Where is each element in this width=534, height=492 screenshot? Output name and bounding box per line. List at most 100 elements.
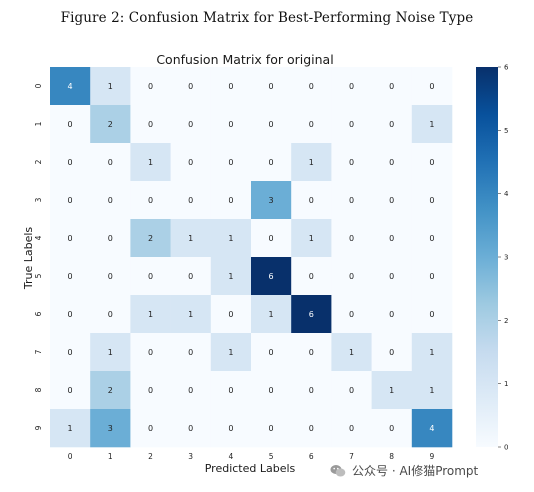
watermark-text: 公众号 · AI修猫Prompt [352, 464, 479, 478]
heatmap-cell-r5-c6 [291, 257, 332, 296]
heatmap-cell-r5-c4 [210, 257, 252, 296]
cell-value-label: 0 [68, 348, 73, 357]
heatmap-cell-r9-c4 [210, 409, 252, 448]
cell-value-label: 0 [228, 196, 233, 205]
cell-value-label: 0 [108, 234, 113, 243]
heatmap-cell-r9-c9 [411, 409, 453, 448]
cell-value-label: 0 [228, 310, 233, 319]
cell-value-label: 0 [389, 348, 394, 357]
heatmap-cell-r1-c0 [50, 105, 91, 144]
heatmap-cell-r2-c6 [291, 143, 332, 182]
cell-value-label: 0 [188, 348, 193, 357]
heatmap-cell-r3-c9 [411, 181, 453, 220]
heatmap-cell-r4-c9 [411, 219, 453, 258]
cell-value-label: 1 [429, 348, 434, 357]
watermark: 公众号 · AI修猫Prompt [330, 462, 478, 479]
cell-value-label: 1 [228, 348, 233, 357]
heatmap-cell-r5-c8 [371, 257, 413, 296]
cell-value-label: 0 [389, 310, 394, 319]
heatmap-cell-r6-c4 [210, 295, 252, 334]
wechat-icon [330, 464, 346, 476]
cell-value-label: 0 [309, 196, 314, 205]
cell-value-label: 0 [349, 196, 354, 205]
colorbar-ticks: 0 1 2 3 4 5 6 [498, 64, 509, 452]
heatmap-cell-r0-c0 [50, 67, 91, 106]
heatmap-cell-r6-c3 [170, 295, 212, 334]
colorbar-tick-label: 4 [504, 190, 509, 198]
cell-value-label: 1 [269, 310, 274, 319]
cell-value-label: 0 [68, 310, 73, 319]
heatmap-cell-r9-c2 [130, 409, 171, 448]
cell-value-label: 0 [188, 158, 193, 167]
heatmap-cell-r0-c5 [251, 67, 292, 106]
heatmap-cell-r2-c5 [251, 143, 292, 182]
colorbar-tick-label: 5 [504, 127, 508, 135]
heatmap-cell-r7-c9 [411, 333, 453, 372]
cell-value-label: 0 [108, 158, 113, 167]
cell-value-label: 0 [228, 120, 233, 129]
y-tick-label: 1 [34, 121, 43, 126]
y-tick-label: 0 [34, 83, 43, 88]
cell-value-label: 1 [108, 348, 113, 357]
heatmap-cell-r4-c6 [291, 219, 332, 258]
heatmap-cell-r9-c1 [90, 409, 131, 448]
cell-value-label: 1 [389, 386, 394, 395]
y-tick-label: 3 [34, 197, 43, 202]
cell-value-label: 0 [148, 272, 153, 281]
heatmap-cell-r3-c6 [291, 181, 332, 220]
y-axis-label: True Labels [22, 227, 35, 291]
heatmap-cell-r5-c5 [251, 257, 292, 296]
cell-value-label: 0 [309, 120, 314, 129]
heatmap-cell-r8-c6 [291, 371, 332, 410]
heatmap-cell-r4-c1 [90, 219, 131, 258]
heatmap-cell-r7-c5 [251, 333, 292, 372]
cell-value-label: 0 [389, 424, 394, 433]
colorbar [476, 67, 498, 447]
cell-value-label: 0 [349, 386, 354, 395]
x-axis-label: Predicted Labels [205, 462, 296, 475]
cell-value-label: 1 [148, 310, 153, 319]
heatmap-cell-r6-c0 [50, 295, 91, 334]
cell-value-label: 0 [349, 310, 354, 319]
heatmap-cell-r2-c4 [210, 143, 252, 182]
cell-value-label: 0 [148, 424, 153, 433]
cell-value-label: 0 [68, 196, 73, 205]
cell-value-label: 0 [349, 120, 354, 129]
cell-value-label: 0 [148, 82, 153, 91]
colorbar-tick-label: 6 [504, 64, 509, 72]
heatmap-cell-r7-c2 [130, 333, 171, 372]
heatmap-cell-r2-c1 [90, 143, 131, 182]
heatmap-cell-r4-c7 [331, 219, 372, 258]
x-tick-label: 6 [309, 452, 314, 461]
heatmap-cell-r8-c8 [371, 371, 413, 410]
heatmap-cell-r0-c6 [291, 67, 332, 106]
cell-value-label: 1 [429, 386, 434, 395]
cell-value-label: 0 [188, 424, 193, 433]
heatmap-cell-r6-c8 [371, 295, 413, 334]
cell-value-label: 0 [429, 158, 434, 167]
cell-value-label: 0 [228, 82, 233, 91]
heatmap-cell-r0-c8 [371, 67, 413, 106]
cell-value-label: 0 [228, 386, 233, 395]
heatmap-cell-r6-c1 [90, 295, 131, 334]
cell-value-label: 0 [269, 82, 274, 91]
heatmap-cell-r0-c9 [411, 67, 453, 106]
x-tick-label: 9 [430, 452, 435, 461]
y-tick-label: 7 [34, 349, 43, 354]
heatmap-cell-r2-c2 [130, 143, 171, 182]
cell-value-label: 0 [269, 120, 274, 129]
heatmap-cell-r1-c4 [210, 105, 252, 144]
heatmap-cell-r0-c4 [210, 67, 252, 106]
cell-value-label: 1 [309, 158, 314, 167]
heatmap-cell-r2-c8 [371, 143, 413, 182]
heatmap-cell-r1-c9 [411, 105, 453, 144]
heatmap-cell-r8-c4 [210, 371, 252, 410]
cell-value-label: 4 [68, 82, 73, 91]
heatmap-cell-r3-c4 [210, 181, 252, 220]
cell-value-label: 0 [309, 272, 314, 281]
cell-value-label: 0 [309, 348, 314, 357]
cell-value-label: 6 [309, 310, 314, 319]
cell-value-label: 1 [349, 348, 354, 357]
cell-value-label: 0 [429, 272, 434, 281]
